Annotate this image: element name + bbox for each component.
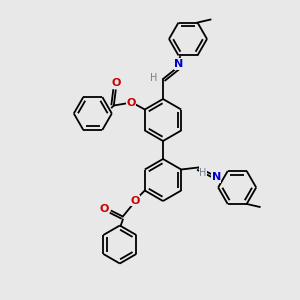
Text: N: N [212, 172, 221, 182]
Text: O: O [111, 77, 121, 88]
Text: H: H [150, 73, 158, 83]
Text: O: O [130, 196, 140, 206]
Text: O: O [99, 203, 109, 214]
Text: N: N [174, 59, 184, 69]
Text: H: H [200, 167, 207, 178]
Text: O: O [126, 98, 136, 107]
